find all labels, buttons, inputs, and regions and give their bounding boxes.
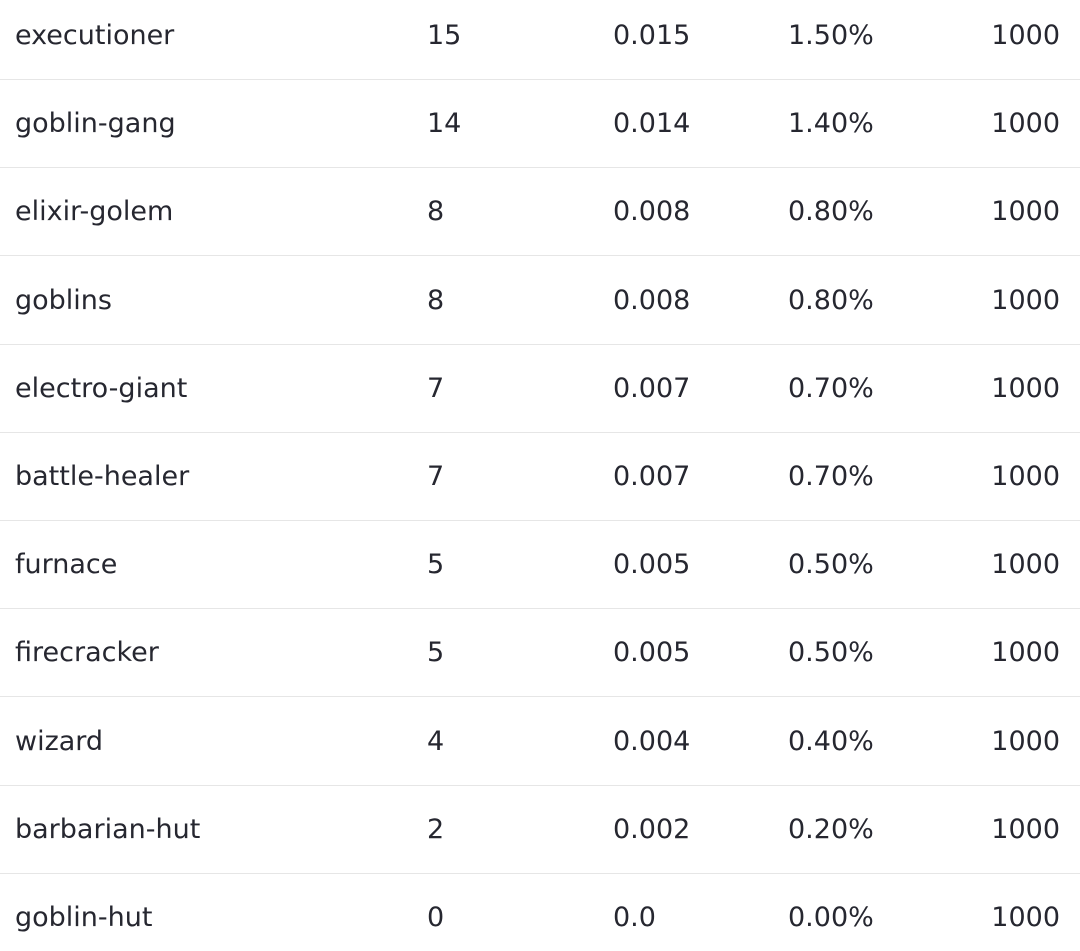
table-cell: 0.004 [613,725,691,757]
table-cell: 1000 [991,813,1060,845]
table-cell: 0.005 [613,549,691,581]
table-cell: 0.007 [613,372,691,404]
table-cell: 0 [427,902,445,933]
table-cell: 0.008 [613,284,691,316]
table-row: elixir-golem 8 0.008 0.80% 1000 [0,168,1080,257]
table-cell: 0.40% [788,725,874,757]
table-cell: 0.50% [788,637,874,669]
table-cell: 1.40% [788,108,874,140]
table-row: firecracker 5 0.005 0.50% 1000 [0,609,1080,698]
table-row: executioner 15 0.015 1.50% 1000 [0,0,1080,80]
table-cell: 1000 [991,372,1060,404]
table-cell: 1000 [991,284,1060,316]
table-cell: 7 [427,461,445,492]
row-label: firecracker [15,637,159,669]
table-cell: 8 [427,196,445,228]
table-cell: 0.002 [613,813,691,845]
table-cell: 0.014 [613,108,691,140]
row-label: furnace [15,549,118,581]
table-row: furnace 5 0.005 0.50% 1000 [0,521,1080,610]
table-row: battle-healer 7 0.007 0.70% 1000 [0,433,1080,521]
table-cell: 1000 [991,637,1060,669]
table-row: goblin-gang 14 0.014 1.40% 1000 [0,80,1080,169]
table-cell: 1000 [991,196,1060,228]
table-cell: 1000 [991,108,1060,140]
table-row: goblin-hut 0 0.0 0.00% 1000 [0,874,1080,951]
row-label: barbarian-hut [15,813,201,845]
table-cell: 0.50% [788,549,874,581]
row-label: goblin-hut [15,902,153,933]
row-label: battle-healer [15,461,190,492]
table-cell: 4 [427,725,445,757]
table-cell: 0.80% [788,284,874,316]
table-cell: 8 [427,284,445,316]
table-cell: 1000 [991,725,1060,757]
table-cell: 2 [427,813,445,845]
table-row: wizard 4 0.004 0.40% 1000 [0,698,1080,786]
table-cell: 0.008 [613,196,691,228]
row-label: wizard [15,725,104,757]
table-cell: 0.80% [788,196,874,228]
table-cell: 0.70% [788,461,874,492]
table-row: goblins 8 0.008 0.80% 1000 [0,257,1080,345]
table-cell: 1000 [991,902,1060,933]
table-cell: 1000 [991,20,1060,51]
table-cell: 1000 [991,461,1060,492]
table-cell: 0.70% [788,372,874,404]
table-cell: 0.0 [613,902,656,933]
table-cell: 0.005 [613,637,691,669]
table-cell: 14 [427,108,462,140]
table-cell: 1000 [991,549,1060,581]
table-cell: 7 [427,372,445,404]
table-cell: 5 [427,637,445,669]
table-cell: 0.00% [788,902,874,933]
table-cell: 0.007 [613,461,691,492]
table-cell: 0.20% [788,813,874,845]
table-row: electro-giant 7 0.007 0.70% 1000 [0,345,1080,433]
row-label: goblins [15,284,112,316]
row-label: goblin-gang [15,108,176,140]
table-cell: 15 [427,20,462,51]
row-label: executioner [15,20,175,51]
table-row: barbarian-hut 2 0.002 0.20% 1000 [0,786,1080,874]
row-label: elixir-golem [15,196,174,228]
table-cell: 0.015 [613,20,691,51]
row-label: electro-giant [15,372,188,404]
table-cell: 1.50% [788,20,874,51]
table-cell: 5 [427,549,445,581]
